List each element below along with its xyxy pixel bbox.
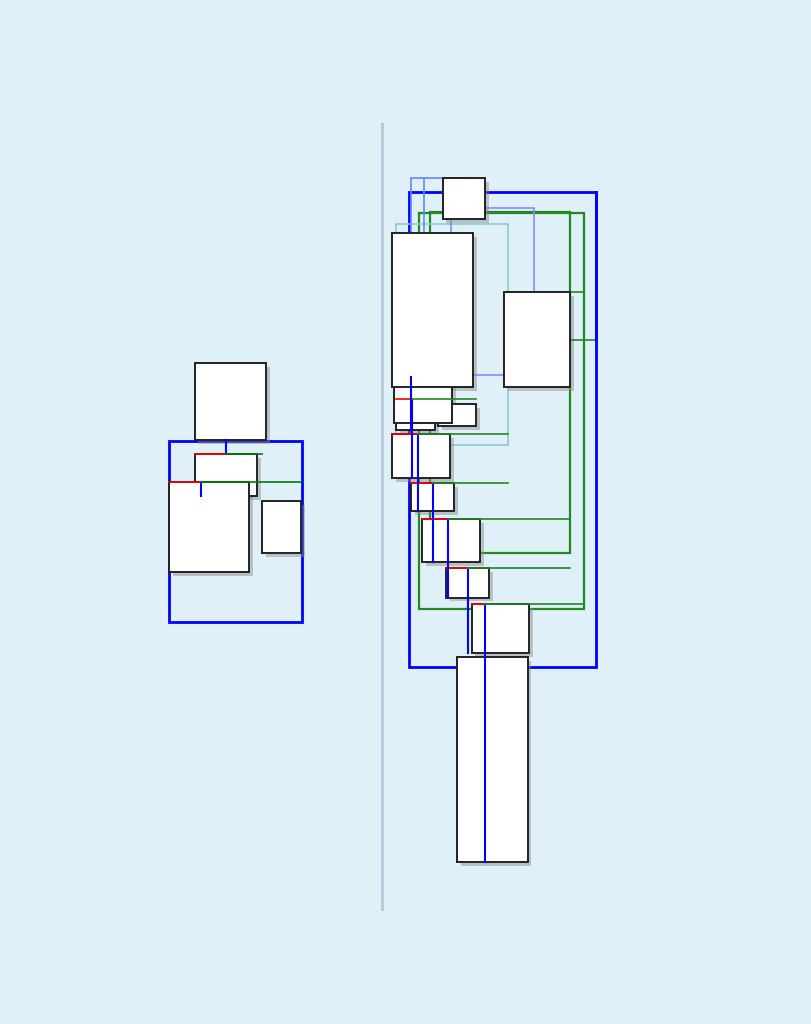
Bar — [457, 657, 527, 862]
Bar — [173, 485, 253, 577]
Bar — [504, 293, 569, 387]
Bar — [198, 367, 269, 443]
Bar — [392, 233, 472, 387]
Bar — [471, 604, 529, 652]
Bar — [195, 362, 265, 440]
Bar — [262, 502, 301, 553]
Bar — [422, 519, 480, 562]
Bar — [446, 567, 488, 598]
Bar — [396, 238, 476, 391]
Bar — [396, 224, 508, 444]
Bar — [474, 608, 533, 656]
Bar — [410, 483, 453, 511]
Bar — [414, 487, 457, 515]
Bar — [195, 454, 256, 496]
Bar — [265, 505, 304, 557]
Bar — [508, 296, 573, 391]
Bar — [450, 208, 534, 375]
Bar — [399, 402, 438, 434]
Bar — [426, 522, 483, 566]
Bar — [430, 212, 569, 553]
Bar — [441, 408, 479, 430]
Bar — [396, 398, 435, 430]
Bar — [393, 377, 452, 423]
Bar — [169, 481, 249, 572]
Bar — [449, 571, 492, 601]
Bar — [461, 662, 530, 866]
Bar — [198, 458, 260, 500]
Bar — [392, 434, 449, 477]
Bar — [396, 438, 453, 481]
Bar — [438, 403, 475, 426]
Bar — [408, 193, 594, 667]
Bar — [169, 440, 301, 622]
Bar — [418, 213, 583, 608]
Bar — [446, 182, 488, 223]
Bar — [442, 178, 485, 219]
Bar — [397, 381, 455, 426]
